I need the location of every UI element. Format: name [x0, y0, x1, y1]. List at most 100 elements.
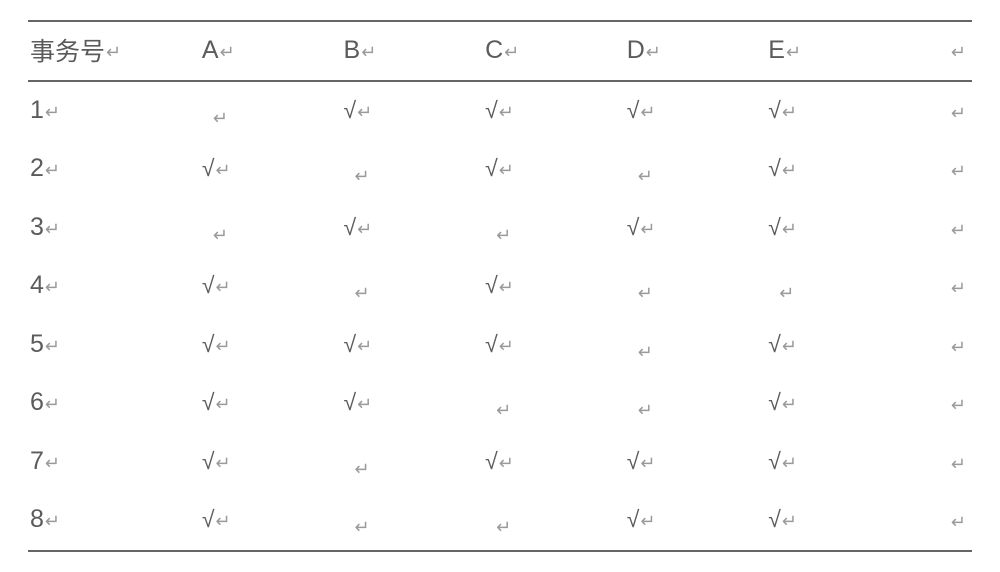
cell-D: ↵ [623, 375, 765, 434]
col-header-C: C ↵ [481, 21, 623, 81]
cell-C: √↵ [481, 258, 623, 317]
cell-B: ↵ [340, 492, 482, 552]
enter-mark-icon: ↵ [951, 42, 966, 63]
enter-mark-icon: ↵ [951, 512, 966, 533]
table-row: 4↵√↵↵√↵↵↵↵ [28, 258, 972, 317]
enter-mark-icon: ↵ [782, 394, 797, 415]
check-icon: √ [344, 214, 357, 241]
txn-number: 7 [30, 447, 44, 476]
cell-end: ↵ [906, 81, 972, 141]
cell-end: ↵ [906, 258, 972, 317]
col-header-A-label: A [202, 36, 219, 65]
enter-mark-icon: ↵ [951, 220, 966, 241]
check-icon: √ [768, 97, 781, 124]
enter-mark-icon: ↵ [496, 400, 511, 421]
cell-A: √↵ [198, 492, 340, 552]
enter-mark-icon: ↵ [640, 219, 655, 240]
enter-mark-icon: ↵ [782, 453, 797, 474]
enter-mark-icon: ↵ [355, 459, 370, 480]
cell-A: √↵ [198, 141, 340, 200]
enter-mark-icon: ↵ [499, 160, 514, 181]
cell-D: ↵ [623, 141, 765, 200]
cell-D: ↵ [623, 316, 765, 375]
check-icon: √ [768, 506, 781, 533]
cell-end: ↵ [906, 492, 972, 552]
enter-mark-icon: ↵ [951, 395, 966, 416]
cell-B: ↵ [340, 433, 482, 492]
cell-E: √↵ [764, 141, 906, 200]
check-icon: √ [485, 448, 498, 475]
table-header-row: 事务号 ↵ A ↵ B ↵ [28, 21, 972, 81]
cell-A: ↵ [198, 81, 340, 141]
cell-C: ↵ [481, 375, 623, 434]
cell-B: √↵ [340, 81, 482, 141]
txn-number: 5 [30, 330, 44, 359]
enter-mark-icon: ↵ [216, 336, 231, 357]
check-icon: √ [627, 97, 640, 124]
col-header-E-label: E [768, 36, 785, 65]
cell-end: ↵ [906, 141, 972, 200]
enter-mark-icon: ↵ [45, 102, 60, 123]
table-row: 8↵√↵↵↵√↵√↵↵ [28, 492, 972, 552]
check-icon: √ [627, 448, 640, 475]
cell-B: √↵ [340, 199, 482, 258]
enter-mark-icon: ↵ [106, 42, 121, 63]
txn-number: 3 [30, 213, 44, 242]
col-header-E: E ↵ [764, 21, 906, 81]
enter-mark-icon: ↵ [220, 42, 235, 63]
col-header-B: B ↵ [340, 21, 482, 81]
enter-mark-icon: ↵ [499, 336, 514, 357]
enter-mark-icon: ↵ [640, 453, 655, 474]
cell-end: ↵ [906, 433, 972, 492]
cell-txn: 6↵ [28, 375, 198, 434]
enter-mark-icon: ↵ [45, 453, 60, 474]
enter-mark-icon: ↵ [355, 517, 370, 538]
cell-A: ↵ [198, 199, 340, 258]
col-header-end: ↵ [906, 21, 972, 81]
check-icon: √ [344, 389, 357, 416]
cell-B: √↵ [340, 316, 482, 375]
enter-mark-icon: ↵ [45, 219, 60, 240]
enter-mark-icon: ↵ [638, 400, 653, 421]
check-icon: √ [202, 448, 215, 475]
enter-mark-icon: ↵ [496, 517, 511, 538]
cell-E: √↵ [764, 81, 906, 141]
check-icon: √ [627, 214, 640, 241]
enter-mark-icon: ↵ [216, 453, 231, 474]
enter-mark-icon: ↵ [357, 219, 372, 240]
cell-txn: 8↵ [28, 492, 198, 552]
cell-txn: 7↵ [28, 433, 198, 492]
enter-mark-icon: ↵ [357, 336, 372, 357]
col-header-C-label: C [485, 36, 503, 65]
check-icon: √ [485, 272, 498, 299]
enter-mark-icon: ↵ [504, 42, 519, 63]
cell-txn: 2↵ [28, 141, 198, 200]
cell-E: ↵ [764, 258, 906, 317]
enter-mark-icon: ↵ [951, 103, 966, 124]
enter-mark-icon: ↵ [640, 102, 655, 123]
col-header-A: A ↵ [198, 21, 340, 81]
check-icon: √ [485, 155, 498, 182]
enter-mark-icon: ↵ [355, 283, 370, 304]
cell-D: ↵ [623, 258, 765, 317]
cell-E: √↵ [764, 375, 906, 434]
check-icon: √ [485, 331, 498, 358]
enter-mark-icon: ↵ [499, 277, 514, 298]
check-icon: √ [768, 331, 781, 358]
col-header-D: D ↵ [623, 21, 765, 81]
enter-mark-icon: ↵ [638, 342, 653, 363]
check-icon: √ [202, 506, 215, 533]
enter-mark-icon: ↵ [45, 277, 60, 298]
cell-B: ↵ [340, 141, 482, 200]
check-icon: √ [485, 97, 498, 124]
cell-txn: 1↵ [28, 81, 198, 141]
enter-mark-icon: ↵ [782, 102, 797, 123]
check-icon: √ [627, 506, 640, 533]
cell-D: √↵ [623, 199, 765, 258]
enter-mark-icon: ↵ [355, 166, 370, 187]
cell-txn: 3↵ [28, 199, 198, 258]
cell-A: √↵ [198, 375, 340, 434]
cell-C: √↵ [481, 81, 623, 141]
enter-mark-icon: ↵ [951, 161, 966, 182]
cell-C: ↵ [481, 492, 623, 552]
